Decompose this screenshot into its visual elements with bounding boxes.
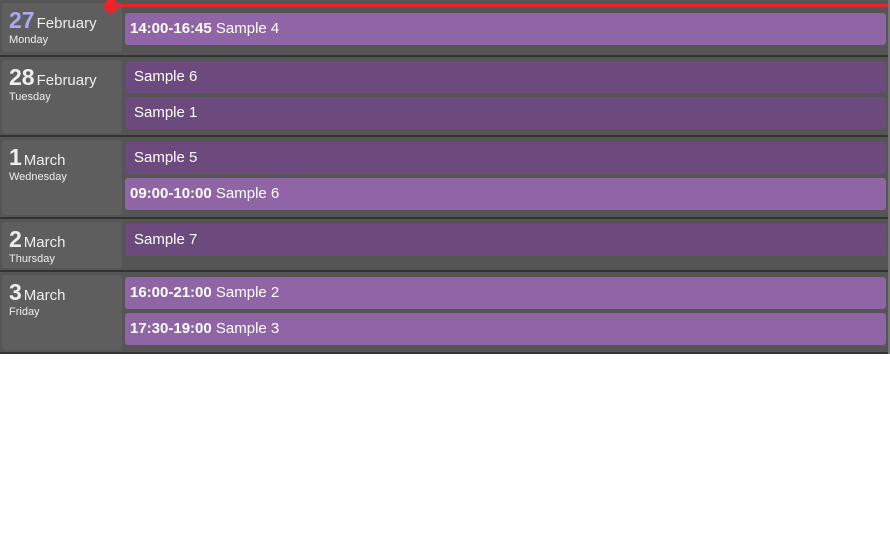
day-header[interactable]: 2 March Thursday [2, 222, 122, 268]
event-title: Sample 6 [215, 185, 280, 202]
weekday: Monday [9, 34, 49, 46]
month-name: March [23, 152, 66, 169]
current-time-line [111, 4, 888, 7]
event-title: Sample 1 [134, 104, 198, 121]
event-time: 16:00-21:00 [130, 284, 212, 301]
day-header[interactable]: 27 February Monday [2, 3, 122, 52]
day-row: 1 March Wednesday [0, 137, 888, 219]
event-time: 17:30-19:00 [130, 320, 212, 337]
event[interactable]: 17:30-19:00 Sample 3 [125, 313, 886, 345]
event[interactable]: Sample 1 [125, 97, 886, 129]
day-header[interactable]: 1 March Wednesday [2, 140, 122, 215]
day-header[interactable]: 3 March Friday [2, 275, 122, 350]
event[interactable]: Sample 7 [125, 224, 886, 256]
agenda-list: 27 February Monday 14:00-16:45 Sample 4 28 Fe… [0, 0, 890, 354]
event-time: 14:00-16:45 [130, 20, 212, 37]
day-row: 3 March Friday [0, 272, 888, 354]
event-title: Sample 3 [215, 320, 280, 337]
day-number: 1 [9, 144, 22, 170]
day-number: 27 [9, 7, 35, 33]
current-time-dot [104, 0, 118, 13]
event[interactable]: 14:00-16:45 Sample 4 [125, 13, 886, 45]
event-title: Sample 6 [134, 68, 198, 85]
event[interactable]: 09:00-10:00 Sample 6 [125, 178, 886, 210]
event-title: Sample 5 [134, 149, 198, 166]
month-name: March [23, 234, 66, 251]
weekday: Wednesday [9, 171, 67, 183]
weekday: Friday [9, 306, 40, 318]
event-title: Sample 4 [215, 20, 280, 37]
day-row: 2 March Thursday [0, 219, 888, 272]
month-name: February [36, 72, 97, 89]
event[interactable]: 16:00-21:00 Sample 2 [125, 277, 886, 309]
day-number: 28 [9, 64, 35, 90]
day-row: 28 February Tuesday [0, 57, 888, 137]
weekday: Tuesday [9, 91, 51, 103]
day-number: 2 [9, 226, 22, 252]
day-number: 3 [9, 279, 22, 305]
event-title: Sample 2 [215, 284, 280, 301]
event[interactable]: Sample 6 [125, 61, 886, 93]
event[interactable]: Sample 5 [125, 142, 886, 174]
weekday: Thursday [9, 253, 55, 265]
month-name: February [36, 15, 97, 32]
event-time: 09:00-10:00 [130, 185, 212, 202]
day-header[interactable]: 28 February Tuesday [2, 60, 122, 133]
event-title: Sample 7 [134, 231, 198, 248]
month-name: March [23, 287, 66, 304]
day-row: 27 February Monday [0, 0, 888, 57]
